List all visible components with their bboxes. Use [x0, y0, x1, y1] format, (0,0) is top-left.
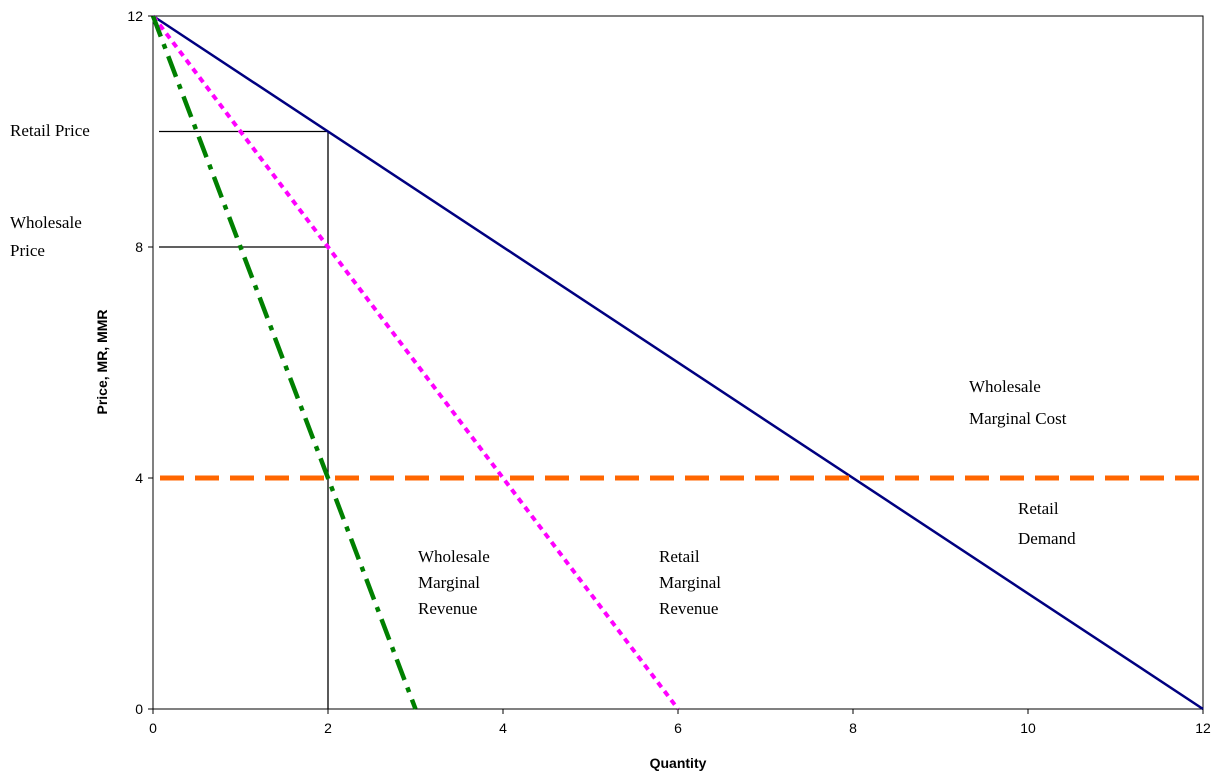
annotation-line: Marginal — [418, 573, 480, 592]
x-tick-label: 4 — [499, 720, 507, 736]
guide-lines — [159, 130, 329, 709]
series-line-retail-demand — [152, 14, 1204, 711]
annotation-line: Revenue — [659, 599, 718, 618]
annotation-line: Marginal — [659, 573, 721, 592]
annotation-retail-demand: Retail Demand — [1018, 499, 1076, 548]
annotation-retail-price: Retail Price — [10, 121, 90, 140]
annotation-line: Retail — [1018, 499, 1059, 518]
annotation-line: Demand — [1018, 529, 1076, 548]
y-tick-label: 12 — [127, 8, 143, 24]
x-tick-label: 2 — [324, 720, 332, 736]
annotation-wholesale-marginal-cost: Wholesale Marginal Cost — [969, 377, 1067, 428]
y-tick-label: 8 — [135, 239, 143, 255]
y-axis-title: Price, MR, MMR — [94, 309, 110, 414]
annotation-line: Retail Price — [10, 121, 90, 140]
x-axis-title: Quantity — [650, 755, 707, 771]
annotation-line: Marginal Cost — [969, 409, 1067, 428]
x-tick-label: 0 — [149, 720, 157, 736]
annotation-line: Revenue — [418, 599, 477, 618]
annotation-wholesale-marginal-revenue: Wholesale Marginal Revenue — [418, 547, 494, 618]
x-tick-label: 8 — [849, 720, 857, 736]
tick-group: 0 2 4 6 8 10 12 0 4 8 12 — [127, 8, 1211, 736]
series-line-wholesale-mr — [150, 15, 418, 710]
x-tick-label: 6 — [674, 720, 682, 736]
series-line-retail-mr — [151, 14, 680, 711]
y-tick-label: 0 — [135, 701, 143, 717]
annotation-line: Wholesale — [10, 213, 82, 232]
series-group — [150, 14, 1204, 711]
y-tick-label: 4 — [135, 470, 143, 486]
annotation-wholesale-price: Wholesale Price — [10, 213, 86, 260]
annotation-line: Wholesale — [969, 377, 1041, 396]
annotation-retail-marginal-revenue: Retail Marginal Revenue — [659, 547, 725, 618]
x-tick-label: 10 — [1020, 720, 1036, 736]
annotation-line: Retail — [659, 547, 700, 566]
x-tick-label: 12 — [1195, 720, 1211, 736]
annotation-line: Price — [10, 241, 45, 260]
annotation-line: Wholesale — [418, 547, 490, 566]
